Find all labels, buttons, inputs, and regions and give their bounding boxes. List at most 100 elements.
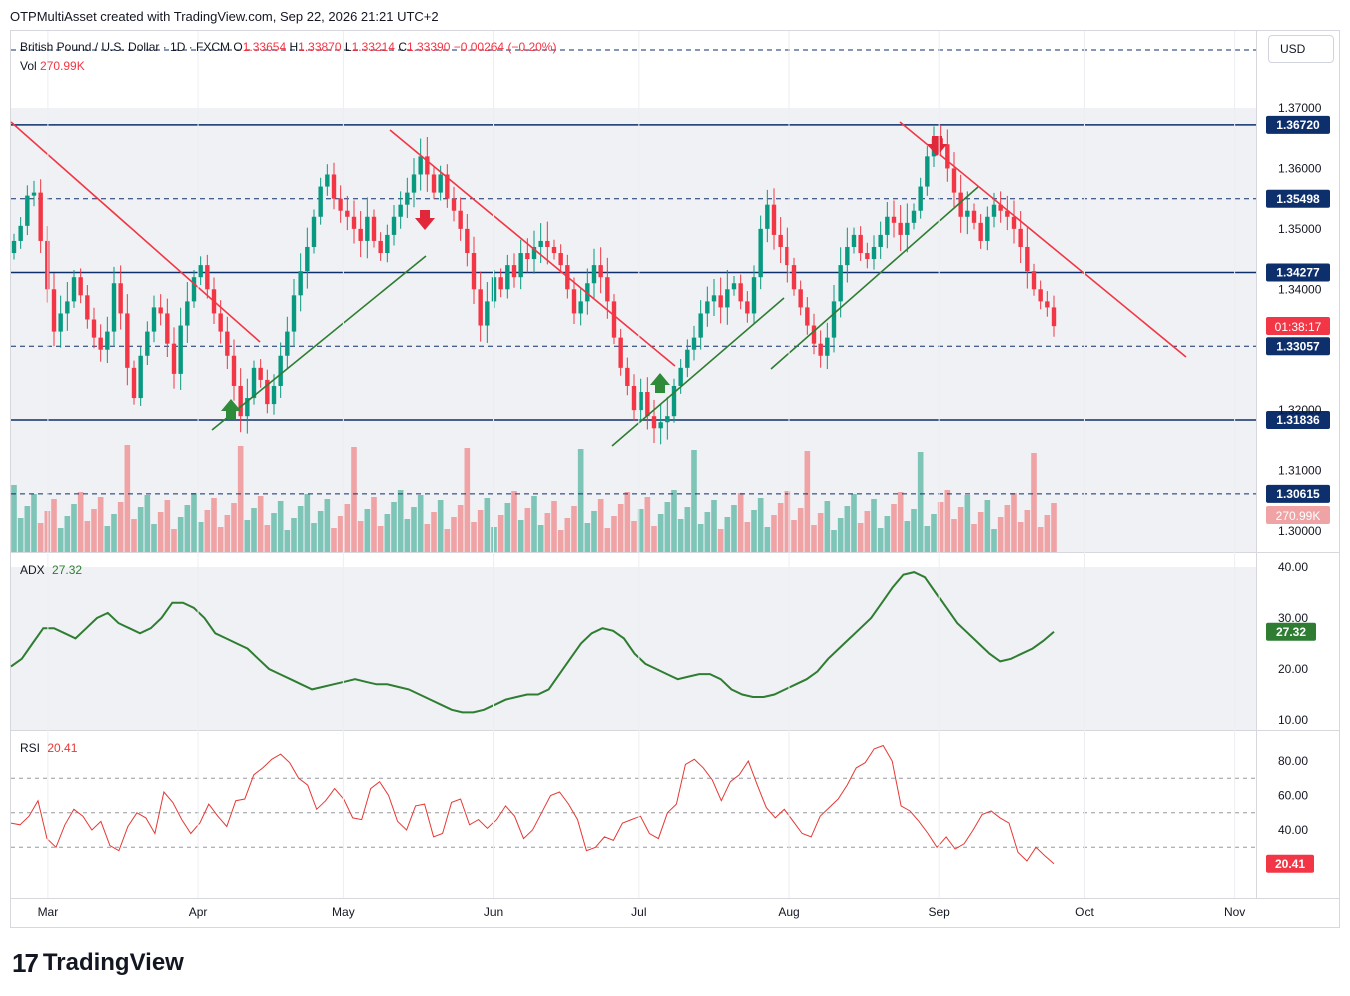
candle-body [605, 277, 610, 302]
volume-bar [57, 528, 64, 552]
volume-bar [777, 503, 784, 552]
close-value: 1.33390 [406, 40, 451, 54]
candle-body [665, 416, 670, 423]
candle-body [571, 289, 577, 314]
candle-body [338, 198, 343, 211]
sell-arrow-icon [415, 210, 435, 230]
volume-bar [444, 529, 451, 552]
candle-body [291, 295, 297, 332]
candle-body [245, 398, 250, 417]
candle-body [185, 301, 190, 326]
level-price-label: 1.33057 [1276, 339, 1320, 353]
candle-body [91, 319, 97, 338]
volume-bar [964, 495, 971, 552]
candle-body [325, 174, 330, 187]
candle-body [178, 325, 183, 374]
volume-bar [271, 513, 277, 552]
volume-bar [897, 492, 904, 552]
candle-body [711, 295, 717, 302]
volume-bar [137, 507, 144, 552]
volume-bar [577, 449, 584, 552]
volume-bar [71, 504, 77, 552]
volume-bar [251, 508, 257, 552]
open-value: 1.33654 [242, 40, 287, 54]
level-price-label: 1.35498 [1276, 192, 1320, 206]
candle-body [945, 144, 950, 169]
candle-body [251, 367, 257, 399]
candle-body [671, 385, 677, 417]
candle-body [371, 216, 377, 241]
tradingview-wordmark: TradingView [42, 949, 184, 976]
volume-bar [431, 512, 437, 552]
volume-bar [657, 514, 664, 552]
volume-bar [864, 511, 871, 552]
volume-bar [451, 517, 457, 552]
candle-body [145, 331, 150, 356]
volume-bar [764, 527, 771, 552]
rsi-tick-label: 80.00 [1278, 754, 1308, 768]
volume-bar [937, 502, 944, 552]
volume-bar [571, 506, 577, 552]
candle-body [865, 253, 870, 260]
volume-bar [264, 525, 271, 552]
level-price-tag [1266, 337, 1330, 356]
candle-body [305, 246, 310, 272]
volume-bar [457, 505, 464, 552]
candle-body [785, 246, 790, 266]
volume-bar [17, 518, 24, 552]
volume-bar [537, 525, 544, 552]
price-tick-label: 1.37000 [1278, 101, 1322, 115]
volume-bar [924, 526, 931, 552]
candle-body [818, 343, 823, 356]
candle-body [918, 186, 923, 211]
candle-body [705, 301, 710, 314]
candle-body [631, 385, 637, 411]
uptrend-line [770, 186, 979, 370]
volume-bar [397, 490, 404, 552]
candle-body [418, 156, 423, 175]
candle-body [71, 277, 77, 302]
candle-body [745, 301, 750, 314]
level-price-tag [1266, 411, 1330, 430]
candle-body [171, 343, 177, 374]
volume-bar [477, 510, 484, 552]
price-tick-label: 1.34000 [1278, 282, 1322, 296]
volume-bar [697, 524, 704, 552]
candle-body [725, 289, 730, 308]
candle-body [891, 216, 897, 223]
volume-bar [97, 497, 104, 552]
volume-bar [591, 511, 597, 552]
countdown-label: 01:38:17 [1275, 320, 1322, 334]
candle-body [438, 174, 443, 193]
volume-bar [144, 495, 151, 552]
time-tick-label: Mar [38, 905, 59, 919]
tradingview-logo[interactable]: 17 TradingView [12, 948, 184, 978]
level-price-tag [1266, 115, 1330, 134]
candle-body [658, 422, 663, 429]
volume-bar [31, 494, 37, 552]
volume-bar [64, 516, 71, 552]
symbol-legend: British Pound / U.S. Dollar · 1D · FXCM … [20, 40, 556, 54]
candle-body [158, 307, 163, 314]
currency-button[interactable]: USD [1268, 35, 1334, 63]
candle-body [971, 210, 977, 223]
candle-body [111, 283, 117, 332]
candle-body [678, 367, 683, 386]
volume-bar [691, 450, 697, 552]
candle-body [898, 222, 903, 235]
volume-bar [184, 505, 191, 552]
candle-body [545, 240, 550, 247]
volume-bar [331, 528, 337, 552]
volume-bar [644, 497, 651, 552]
candle-body [151, 307, 157, 332]
volume-bar [277, 501, 284, 552]
volume-bar [117, 502, 124, 552]
volume-bar [911, 509, 917, 552]
time-tick-label: Sep [928, 905, 950, 919]
candle-body [505, 265, 510, 290]
created-by-header: OTPMultiAsset created with TradingView.c… [10, 9, 439, 24]
time-tick-label: Nov [1224, 905, 1245, 919]
candle-body [1011, 216, 1017, 229]
level-price-tag [1266, 484, 1330, 503]
